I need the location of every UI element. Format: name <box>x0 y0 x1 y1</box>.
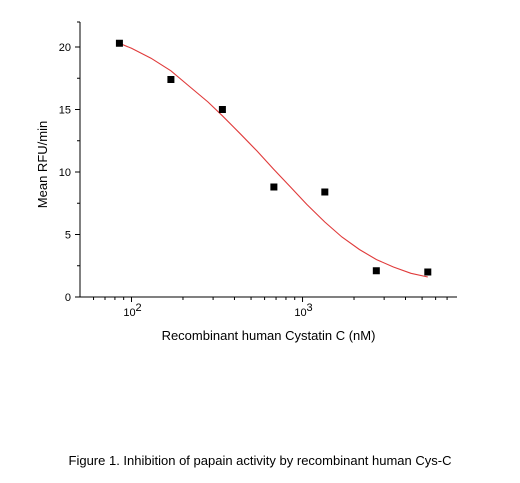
data-point-6 <box>372 267 380 275</box>
data-point-5 <box>321 188 329 196</box>
figure-caption: Figure 1. Inhibition of papain activity … <box>68 453 452 468</box>
axes <box>75 21 457 302</box>
y-tick-label-20: 20 <box>59 42 71 54</box>
fit-curve-group <box>119 42 428 278</box>
data-point-4 <box>270 183 278 191</box>
data-point-1 <box>115 39 123 47</box>
x-tick-label-1000: 10 <box>294 307 306 319</box>
x-axis-title: Recombinant human Cystatin C (nM) <box>162 328 376 343</box>
x-tick-exp-100: 2 <box>135 302 141 314</box>
y-tick-label-5: 5 <box>65 230 71 242</box>
y-tick-label-15: 15 <box>59 105 71 117</box>
data-point-2 <box>167 76 175 83</box>
data-point-3 <box>218 106 226 113</box>
x-tick-label-100: 10 <box>123 307 135 319</box>
x-tick-exp-1000: 3 <box>307 302 313 314</box>
data-points <box>115 39 432 276</box>
y-tick-label-0: 0 <box>65 292 71 304</box>
y-axis-title: Mean RFU/min <box>35 121 50 208</box>
data-point-7 <box>424 268 432 276</box>
y-tick-label-10: 10 <box>59 167 71 179</box>
fit-curve <box>119 42 428 278</box>
